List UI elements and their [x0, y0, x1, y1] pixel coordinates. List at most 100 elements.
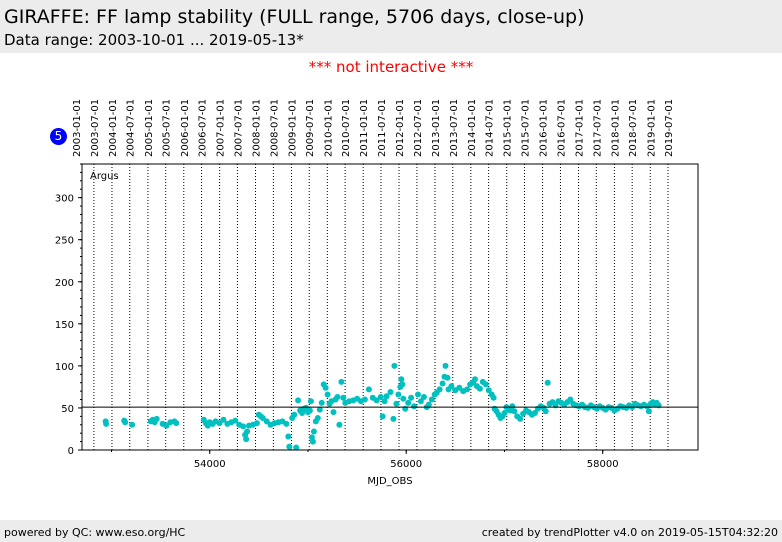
data-point [330, 409, 337, 416]
data-point [220, 416, 227, 423]
top-date-label: 2016-01-01 [539, 99, 550, 157]
not-interactive-notice: *** not interactive *** [308, 58, 474, 76]
data-point [253, 420, 260, 427]
data-point [544, 379, 551, 386]
data-point [381, 398, 388, 405]
data-point [295, 397, 302, 404]
data-point [415, 391, 421, 398]
data-point [393, 400, 400, 407]
top-date-label: 2018-01-01 [610, 99, 621, 157]
data-point [501, 410, 508, 416]
x-tick-label: 54000 [194, 459, 226, 470]
data-point [428, 396, 435, 403]
data-point [240, 423, 247, 430]
y-tick-label: 0 [68, 446, 74, 457]
panel-label: Argus [90, 171, 119, 182]
top-date-label: 2013-07-01 [449, 99, 460, 157]
data-point [390, 415, 397, 422]
data-point [286, 443, 293, 450]
data-point [232, 417, 239, 424]
data-point [340, 394, 347, 401]
y-tick-label: 300 [55, 194, 74, 205]
data-point [310, 428, 317, 435]
data-point [425, 401, 432, 408]
top-date-label: 2012-01-01 [395, 99, 406, 157]
data-point [293, 444, 300, 451]
data-point [309, 438, 316, 445]
footer-bar: powered by QC: www.eso.org/HC created by… [0, 520, 782, 542]
data-point [377, 394, 384, 400]
top-date-label: 2019-07-01 [664, 99, 675, 157]
top-date-label: 2004-07-01 [126, 99, 137, 157]
data-point [122, 419, 129, 426]
data-point [444, 374, 451, 381]
data-point [420, 394, 427, 400]
data-point [163, 422, 170, 429]
data-point [395, 391, 402, 398]
top-date-label: 2014-07-01 [485, 99, 496, 157]
data-point [129, 421, 136, 428]
data-point [448, 383, 455, 390]
y-tick-label: 50 [61, 404, 74, 415]
top-date-label: 2007-07-01 [233, 99, 244, 157]
data-point [173, 420, 180, 427]
data-point [511, 408, 518, 415]
data-point [291, 411, 298, 418]
top-date-label: 2013-01-01 [431, 99, 442, 157]
data-point [387, 389, 394, 395]
data-point [417, 398, 424, 405]
data-point [439, 380, 446, 387]
top-date-label: 2008-01-01 [252, 99, 263, 157]
data-point [383, 393, 390, 400]
top-date-label: 2009-07-01 [305, 99, 316, 157]
data-point [306, 407, 313, 414]
top-date-label: 2014-01-01 [467, 99, 478, 157]
data-point [490, 394, 497, 401]
top-date-label: 2006-07-01 [198, 99, 209, 157]
top-date-label: 2011-07-01 [377, 99, 388, 157]
y-tick-label: 200 [55, 278, 74, 289]
data-point [322, 384, 329, 391]
data-point [318, 399, 325, 406]
y-tick-label: 150 [55, 320, 74, 331]
data-point [531, 410, 538, 416]
top-date-label: 2005-07-01 [162, 99, 173, 157]
footer-powered-by: powered by QC: www.eso.org/HC [4, 526, 186, 539]
data-point [285, 433, 292, 440]
data-point [338, 378, 345, 385]
data-point [408, 394, 415, 401]
data-point [314, 415, 321, 421]
x-tick-label: 58000 [587, 459, 619, 470]
x-axis-label: MJD_OBS [367, 476, 412, 487]
data-point [482, 381, 489, 388]
data-point [509, 403, 516, 410]
data-point [216, 420, 223, 427]
data-point [153, 415, 160, 422]
panel-number-badge: 5 [50, 128, 67, 145]
top-date-label: 2003-01-01 [72, 99, 83, 157]
top-date-label: 2008-07-01 [269, 99, 280, 157]
data-point [373, 397, 380, 404]
data-point [391, 362, 398, 369]
data-point [464, 386, 471, 393]
data-point [336, 421, 343, 428]
data-point [542, 408, 549, 415]
top-date-label: 2007-01-01 [216, 99, 227, 157]
data-point [411, 403, 418, 410]
header-bar: GIRAFFE: FF lamp stability (FULL range, … [0, 0, 782, 53]
top-date-label: 2015-01-01 [503, 99, 514, 157]
top-date-label: 2012-07-01 [413, 99, 424, 157]
top-date-label: 2003-07-01 [90, 99, 101, 157]
data-point [244, 428, 251, 435]
top-date-label: 2015-07-01 [520, 99, 531, 157]
top-date-label: 2006-01-01 [180, 99, 191, 157]
top-date-label: 2011-01-01 [359, 99, 370, 157]
data-point [476, 385, 483, 392]
data-point [399, 381, 406, 388]
data-point [103, 420, 110, 427]
top-date-label: 2016-07-01 [556, 99, 567, 157]
top-date-label: 2018-07-01 [628, 99, 639, 157]
y-tick-label: 100 [55, 362, 74, 373]
data-point [472, 376, 478, 383]
data-point [405, 399, 412, 406]
